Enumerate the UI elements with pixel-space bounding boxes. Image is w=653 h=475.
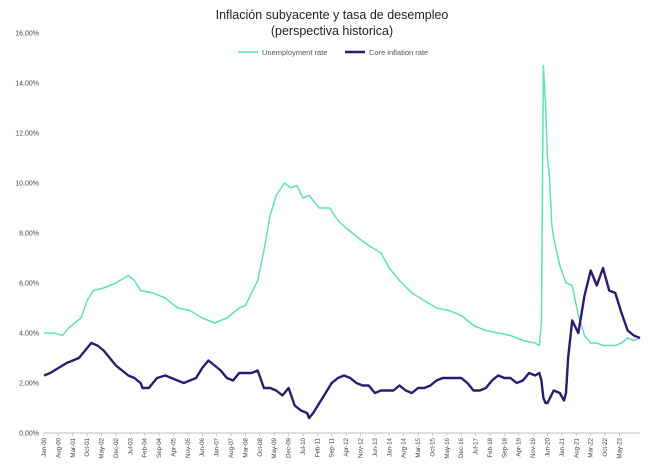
x-tick-label: Jun-20 bbox=[545, 437, 552, 456]
legend-label-unemployment: Unemployment rate bbox=[262, 48, 327, 57]
chart-title: Inflación subyacente y tasa de desempleo bbox=[216, 8, 449, 22]
chart-subtitle: (perspectiva historica) bbox=[271, 24, 393, 38]
x-tick-label: Sep-18 bbox=[501, 437, 508, 458]
x-tick-label: Sep-11 bbox=[329, 437, 336, 457]
y-tick-label: 12,00% bbox=[15, 131, 39, 138]
x-axis: Jan-00 Aug-00 Mar-01 Oct-01 May-02 Dec-02 Jul-… bbox=[41, 432, 640, 459]
x-tick-label: Jul-03 bbox=[127, 437, 134, 454]
x-tick-label: Aug-14 bbox=[401, 437, 408, 458]
y-tick-label: 14,00% bbox=[15, 81, 39, 88]
y-axis: 0,00% 2,00% 4,00% 6,00% 8,00% 10,00% 12,00% 14,… bbox=[15, 31, 39, 438]
x-tick-label: Jul-10 bbox=[300, 437, 307, 454]
x-tick-label: Dec-02 bbox=[113, 437, 120, 458]
x-tick-label: Apr-19 bbox=[516, 437, 523, 456]
x-tick-label: Oct-15 bbox=[429, 437, 436, 456]
x-tick-label: Mar-01 bbox=[70, 437, 77, 457]
x-tick-label: Jun-13 bbox=[372, 437, 379, 456]
x-tick-label: Mar-15 bbox=[415, 437, 422, 457]
x-tick-label: Jan-14 bbox=[386, 437, 393, 456]
x-tick-label: Jan-21 bbox=[559, 437, 566, 456]
x-tick-label: Jun-06 bbox=[199, 437, 206, 456]
y-tick-label: 6,00% bbox=[19, 281, 39, 288]
y-tick-label: 2,00% bbox=[19, 381, 39, 388]
x-tick-label: Jan-07 bbox=[214, 437, 221, 456]
x-tick-label: Nov-05 bbox=[185, 437, 192, 458]
x-tick-label: Dec-16 bbox=[458, 437, 465, 458]
y-tick-label: 4,00% bbox=[19, 331, 39, 338]
x-tick-label: Aug-07 bbox=[228, 437, 235, 458]
x-tick-label: Mar-08 bbox=[242, 437, 249, 457]
x-tick-label: May-09 bbox=[271, 437, 278, 458]
x-tick-label: May-02 bbox=[99, 437, 106, 458]
series-layer bbox=[43, 64, 641, 420]
x-tick-label: Apr-12 bbox=[343, 437, 350, 456]
x-tick-label: Feb-04 bbox=[142, 437, 149, 457]
series-line-unemployment bbox=[44, 64, 641, 347]
y-tick-label: 10,00% bbox=[15, 181, 39, 188]
y-tick-label: 0,00% bbox=[19, 431, 39, 438]
y-tick-label: 8,00% bbox=[19, 231, 39, 238]
x-tick-label: Sep-04 bbox=[156, 437, 163, 458]
x-tick-label: May-23 bbox=[616, 437, 623, 458]
legend: Unemployment rate Core inflation rate bbox=[238, 48, 428, 57]
x-tick-label: May-16 bbox=[444, 437, 451, 458]
x-tick-label: Nov-19 bbox=[530, 437, 537, 458]
x-tick-label: Aug-21 bbox=[573, 437, 580, 458]
x-tick-label: Oct-08 bbox=[257, 437, 264, 456]
series-line-core-inflation bbox=[43, 266, 641, 420]
x-tick-label: Jan-00 bbox=[41, 437, 48, 456]
legend-label-core-inflation: Core inflation rate bbox=[369, 48, 428, 57]
x-tick-label: Dec-09 bbox=[286, 437, 293, 458]
x-tick-label: Oct-22 bbox=[602, 437, 609, 456]
x-tick-label: Feb-11 bbox=[314, 437, 321, 457]
x-tick-label: Feb-18 bbox=[487, 437, 494, 457]
x-tick-label: Apr-05 bbox=[170, 437, 177, 456]
y-tick-label: 16,00% bbox=[15, 31, 39, 38]
x-tick-label: Jul-17 bbox=[473, 437, 480, 454]
x-tick-label: Aug-00 bbox=[55, 437, 62, 458]
x-tick-label: Nov-12 bbox=[357, 437, 364, 458]
x-tick-label: Mar-22 bbox=[588, 437, 595, 457]
x-tick-label: Oct-01 bbox=[84, 437, 91, 456]
